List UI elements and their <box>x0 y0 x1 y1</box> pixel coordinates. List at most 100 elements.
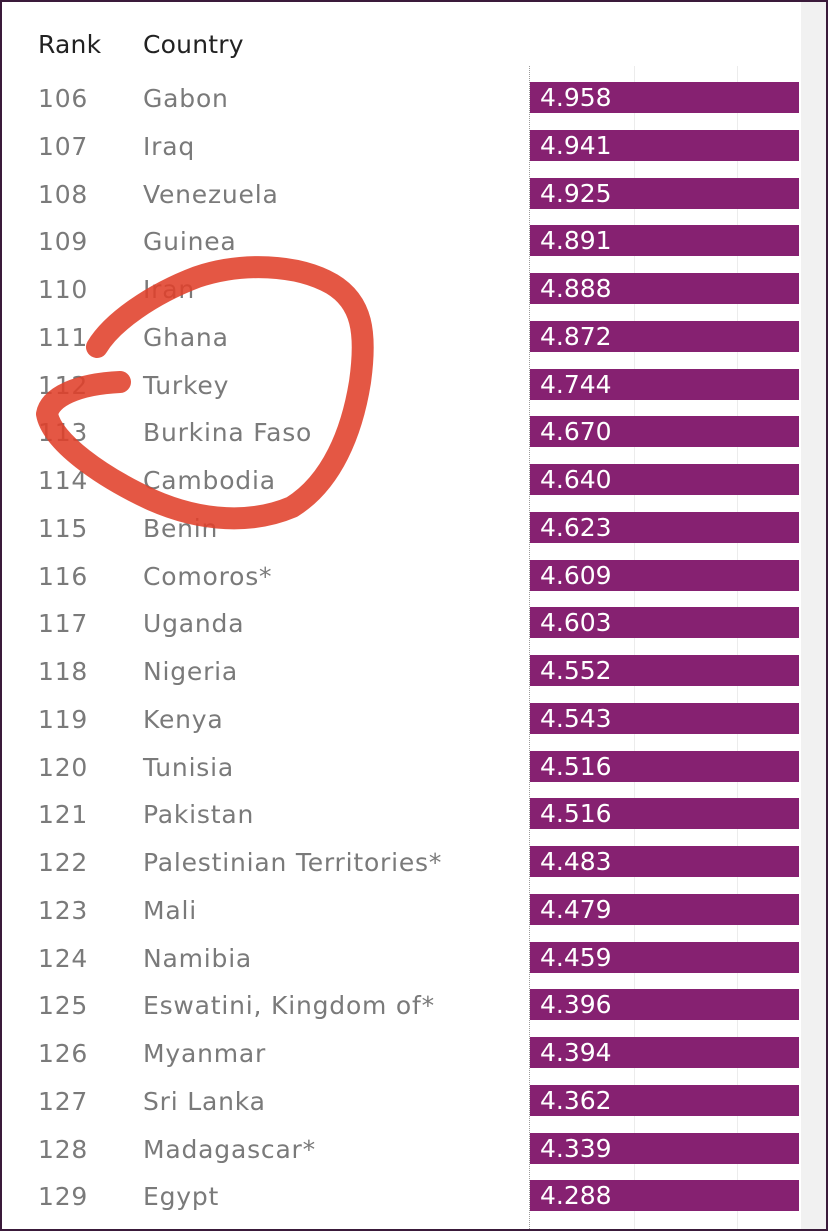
country-cell: Turkey <box>143 370 230 400</box>
table-row: 119 Kenya 4.543 <box>2 701 799 748</box>
rank-cell: 125 <box>38 991 89 1021</box>
table-row: 116 Comoros* 4.609 <box>2 558 799 605</box>
score-label: 4.744 <box>540 369 612 399</box>
score-label: 4.925 <box>540 178 612 208</box>
table-row: 127 Sri Lanka 4.362 <box>2 1083 799 1130</box>
country-cell: Gabon <box>143 84 229 113</box>
rank-cell: 122 <box>38 848 89 877</box>
gridline <box>737 66 738 1229</box>
score-label: 4.609 <box>540 560 612 590</box>
score-label: 4.288 <box>540 1181 612 1211</box>
country-cell: Benin <box>143 513 219 543</box>
table-row: 120 Tunisia 4.516 <box>2 749 799 796</box>
rank-cell: 112 <box>38 370 89 400</box>
rank-cell: 111 <box>38 322 89 352</box>
score-label: 4.516 <box>540 751 612 781</box>
score-bar <box>530 607 799 639</box>
score-bar <box>530 559 799 591</box>
score-label: 4.941 <box>540 130 612 160</box>
table-row: 129 Egypt 4.288 <box>2 1178 799 1225</box>
country-column-header: Country <box>143 30 244 59</box>
score-bar <box>530 846 799 877</box>
score-label: 4.543 <box>540 703 612 733</box>
rank-cell: 118 <box>38 657 89 686</box>
score-label: 4.670 <box>540 417 612 447</box>
country-cell: Venezuela <box>143 179 279 209</box>
country-cell: Pakistan <box>143 800 255 830</box>
score-bar <box>530 893 799 925</box>
score-label: 4.958 <box>540 83 612 112</box>
score-label: 4.891 <box>540 226 612 256</box>
country-cell: Uganda <box>143 609 245 639</box>
score-label: 4.362 <box>540 1085 612 1115</box>
country-cell: Comoros* <box>143 561 273 591</box>
table-row: 112 Turkey 4.744 <box>2 367 799 414</box>
table-row: 118 Nigeria 4.552 <box>2 653 799 700</box>
country-cell: Eswatini, Kingdom of* <box>143 991 435 1021</box>
rank-cell: 106 <box>38 84 89 113</box>
table-row: 107 Iraq 4.941 <box>2 128 799 175</box>
gridline <box>634 66 635 1229</box>
score-bar <box>530 82 799 113</box>
score-bar <box>530 177 799 209</box>
score-bar <box>530 225 799 257</box>
score-bar <box>530 511 799 543</box>
score-bar <box>530 702 799 734</box>
rank-cell: 127 <box>38 1086 89 1116</box>
table-row: 122 Palestinian Territories* 4.483 <box>2 844 799 891</box>
score-label: 4.459 <box>540 942 612 972</box>
score-bar <box>530 129 799 161</box>
score-bar <box>530 1132 799 1164</box>
rank-column-header: Rank <box>38 30 102 59</box>
table-row: 121 Pakistan 4.516 <box>2 796 799 843</box>
table-row: 106 Gabon 4.958 <box>2 80 799 127</box>
value-axis-baseline <box>529 66 530 1229</box>
score-bar <box>530 1084 799 1116</box>
country-cell: Tunisia <box>143 752 235 782</box>
country-cell: Guinea <box>143 227 237 257</box>
score-label: 4.552 <box>540 656 612 685</box>
rank-cell: 117 <box>38 609 89 639</box>
table-row: 117 Uganda 4.603 <box>2 605 799 652</box>
score-label: 4.396 <box>540 990 612 1020</box>
score-bar <box>530 368 799 400</box>
table-row: 109 Guinea 4.891 <box>2 223 799 270</box>
rank-cell: 126 <box>38 1039 89 1068</box>
score-label: 4.640 <box>540 465 612 494</box>
table-row: 128 Madagascar* 4.339 <box>2 1131 799 1178</box>
score-bar <box>530 941 799 973</box>
table-row: 125 Eswatini, Kingdom of* 4.396 <box>2 987 799 1034</box>
rank-cell: 108 <box>38 179 89 209</box>
table-row: 110 Iran 4.888 <box>2 271 799 318</box>
score-bar <box>530 464 799 495</box>
country-cell: Cambodia <box>143 466 276 495</box>
table-row: 108 Venezuela 4.925 <box>2 176 799 223</box>
country-cell: Myanmar <box>143 1039 267 1068</box>
score-label: 4.872 <box>540 321 612 351</box>
rank-cell: 114 <box>38 466 89 495</box>
score-label: 4.888 <box>540 274 612 303</box>
score-label: 4.339 <box>540 1133 612 1163</box>
score-label: 4.479 <box>540 894 612 924</box>
table-row: 115 Benin 4.623 <box>2 510 799 557</box>
score-label: 4.603 <box>540 608 612 638</box>
table-row: 126 Myanmar 4.394 <box>2 1035 799 1082</box>
scroll-gutter <box>801 2 826 1229</box>
rank-cell: 119 <box>38 704 89 734</box>
score-bar <box>530 1037 799 1068</box>
table-row: 123 Mali 4.479 <box>2 892 799 939</box>
country-cell: Nigeria <box>143 657 239 686</box>
score-bar <box>530 416 799 448</box>
country-cell: Namibia <box>143 943 253 973</box>
country-cell: Egypt <box>143 1182 220 1212</box>
country-cell: Ghana <box>143 322 229 352</box>
country-cell: Kenya <box>143 704 224 734</box>
score-bar <box>530 1180 799 1212</box>
country-cell: Mali <box>143 895 197 925</box>
country-cell: Madagascar* <box>143 1134 316 1164</box>
score-label: 4.516 <box>540 799 612 829</box>
rank-cell: 120 <box>38 752 89 782</box>
rank-cell: 109 <box>38 227 89 257</box>
score-bar <box>530 273 799 304</box>
